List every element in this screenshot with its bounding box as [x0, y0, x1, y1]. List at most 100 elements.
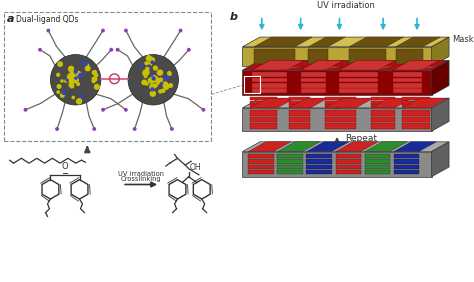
Bar — [250, 117, 277, 122]
Circle shape — [62, 91, 66, 95]
Bar — [336, 159, 361, 164]
Circle shape — [71, 80, 75, 84]
Bar — [277, 170, 302, 174]
Circle shape — [163, 76, 168, 81]
Bar — [394, 154, 419, 158]
Circle shape — [94, 84, 100, 90]
Bar — [339, 78, 378, 82]
Circle shape — [152, 75, 157, 81]
Circle shape — [68, 66, 74, 72]
Text: a: a — [7, 14, 14, 24]
Bar — [394, 159, 419, 164]
Circle shape — [101, 108, 105, 112]
Polygon shape — [277, 142, 320, 151]
Circle shape — [46, 28, 50, 32]
Circle shape — [179, 28, 182, 32]
Bar — [402, 104, 429, 107]
Polygon shape — [339, 60, 396, 70]
Circle shape — [160, 82, 163, 86]
Circle shape — [157, 69, 163, 76]
Circle shape — [145, 82, 149, 86]
Circle shape — [150, 87, 155, 91]
Circle shape — [80, 95, 84, 98]
Bar — [402, 124, 429, 129]
Polygon shape — [325, 98, 374, 108]
Circle shape — [149, 84, 155, 90]
Bar — [402, 100, 429, 103]
Text: Mask: Mask — [452, 36, 474, 45]
Polygon shape — [307, 142, 349, 151]
Circle shape — [91, 70, 97, 75]
Circle shape — [76, 71, 81, 76]
Circle shape — [165, 75, 169, 80]
Circle shape — [78, 73, 83, 78]
Circle shape — [76, 98, 82, 105]
Bar — [372, 100, 395, 103]
Polygon shape — [250, 98, 295, 108]
Circle shape — [86, 63, 89, 67]
Bar — [277, 165, 302, 169]
Circle shape — [76, 82, 80, 86]
Text: Dual-ligand QDs: Dual-ligand QDs — [17, 15, 79, 24]
Text: UV irradiation: UV irradiation — [317, 1, 375, 10]
Circle shape — [82, 94, 84, 97]
Bar — [289, 104, 310, 107]
Circle shape — [163, 84, 169, 90]
Circle shape — [71, 80, 74, 84]
Polygon shape — [432, 60, 449, 95]
Bar — [248, 165, 273, 169]
Bar — [252, 72, 287, 77]
Polygon shape — [243, 60, 449, 70]
Circle shape — [71, 74, 77, 81]
Circle shape — [146, 67, 150, 71]
Circle shape — [71, 76, 75, 81]
Circle shape — [140, 64, 143, 67]
Bar — [277, 159, 302, 164]
Circle shape — [151, 75, 156, 80]
Bar — [325, 111, 356, 116]
Circle shape — [85, 65, 91, 71]
Circle shape — [74, 76, 78, 81]
Circle shape — [56, 90, 60, 94]
Polygon shape — [339, 66, 396, 70]
Bar — [289, 100, 310, 103]
Bar — [248, 159, 273, 164]
Polygon shape — [393, 60, 439, 70]
Polygon shape — [248, 142, 291, 151]
Circle shape — [142, 81, 145, 85]
Circle shape — [167, 71, 172, 76]
Circle shape — [187, 48, 191, 52]
Circle shape — [57, 61, 63, 67]
Bar — [301, 78, 326, 82]
Circle shape — [158, 77, 163, 82]
Bar — [365, 165, 390, 169]
Bar — [309, 49, 328, 64]
Bar — [250, 97, 277, 100]
Circle shape — [141, 80, 147, 85]
Bar — [250, 100, 277, 103]
Circle shape — [128, 54, 178, 105]
Polygon shape — [243, 47, 432, 66]
Text: QDs: QDs — [452, 84, 471, 93]
Bar — [372, 111, 395, 116]
Bar — [307, 154, 332, 158]
Bar — [402, 117, 429, 122]
Bar — [252, 78, 287, 82]
Bar — [349, 49, 386, 64]
Circle shape — [152, 76, 158, 83]
Circle shape — [65, 79, 69, 82]
Polygon shape — [254, 37, 312, 47]
Polygon shape — [432, 98, 449, 131]
Bar — [254, 49, 295, 64]
Circle shape — [116, 48, 119, 52]
Circle shape — [56, 84, 62, 89]
Bar — [252, 88, 287, 93]
Circle shape — [162, 81, 169, 88]
Bar — [325, 117, 356, 122]
Circle shape — [168, 83, 173, 88]
Bar — [325, 124, 356, 129]
Polygon shape — [394, 142, 437, 151]
Polygon shape — [393, 66, 439, 70]
Circle shape — [149, 80, 154, 84]
Circle shape — [69, 83, 74, 89]
